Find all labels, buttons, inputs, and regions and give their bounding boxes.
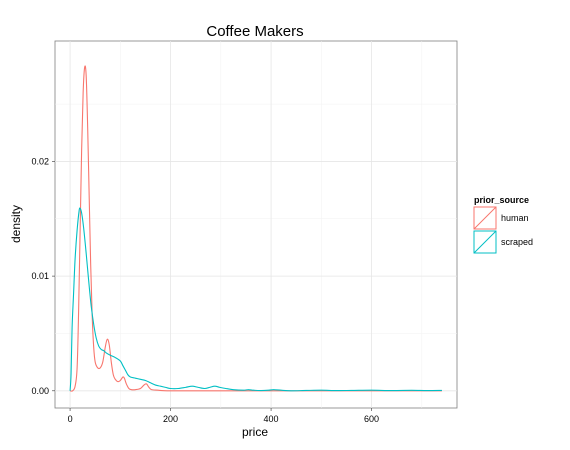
axis-ticks: 0 200 400 600 0.00 0.01 0.02 <box>31 156 379 424</box>
x-axis-title: price <box>242 425 268 439</box>
legend-key-line-human <box>473 206 497 230</box>
y-tick-label: 0.00 <box>31 386 49 396</box>
series-line-human <box>69 65 442 392</box>
x-tick-label: 400 <box>264 414 279 424</box>
legend-title: prior_source <box>474 195 529 205</box>
x-tick-label: 600 <box>364 414 379 424</box>
legend-entry-scraped: scraped <box>473 230 533 254</box>
legend-label-human: human <box>501 213 529 223</box>
legend-label-scraped: scraped <box>501 237 533 247</box>
chart-title: Coffee Makers <box>206 23 303 40</box>
y-tick-label: 0.02 <box>31 156 49 166</box>
legend: prior_source human scraped <box>473 195 533 254</box>
x-tick-label: 0 <box>68 414 73 424</box>
x-tick-label: 200 <box>163 414 178 424</box>
legend-entry-human: human <box>473 206 529 230</box>
y-tick-label: 0.01 <box>31 271 49 281</box>
plot-panel <box>54 40 458 409</box>
y-axis-title: density <box>9 205 23 243</box>
series-lines <box>69 65 442 392</box>
series-line-scraped <box>69 207 442 392</box>
legend-key-line-scraped <box>473 230 497 254</box>
grid-lines <box>55 41 457 408</box>
